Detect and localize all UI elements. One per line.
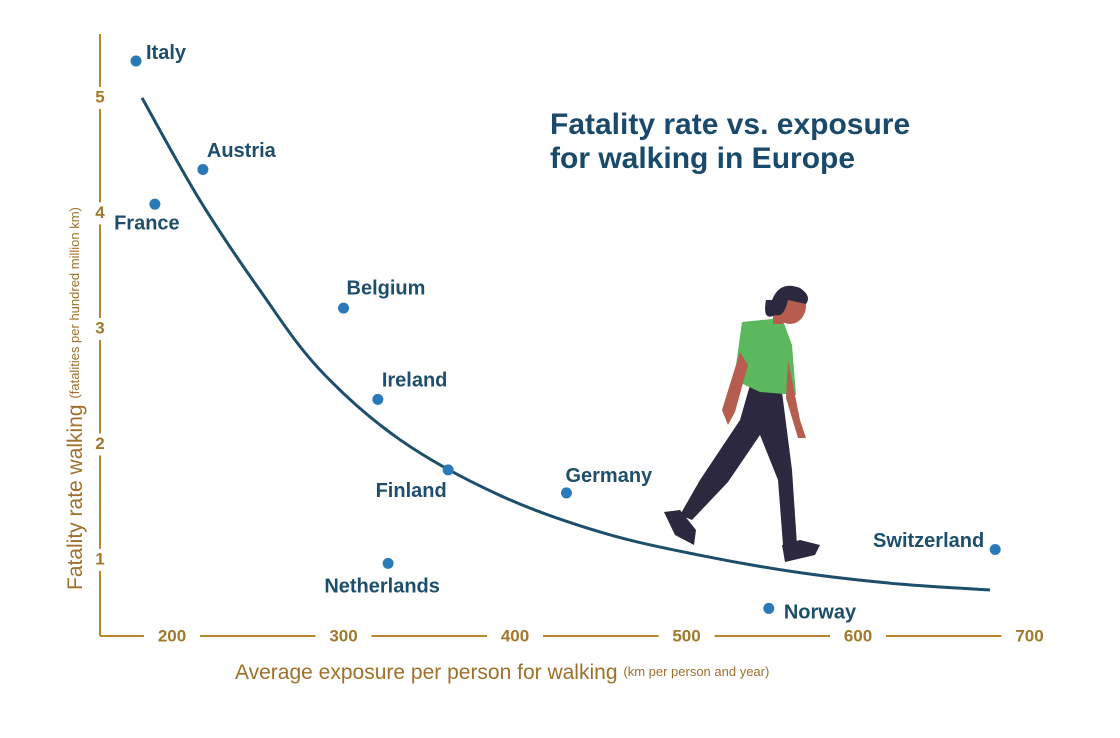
x-axis-note: (km per person and year) — [623, 664, 769, 679]
data-point — [130, 55, 142, 67]
x-tick-mark — [830, 626, 887, 646]
y-tick-label: 1 — [95, 549, 104, 568]
point-label: Germany — [565, 465, 653, 487]
x-tick-label: 700 — [1015, 626, 1043, 645]
point-label: Netherlands — [324, 576, 440, 598]
point-label: Austria — [207, 140, 277, 162]
data-point — [338, 302, 350, 314]
point-label: Norway — [784, 602, 857, 624]
data-point — [372, 393, 384, 405]
data-point — [197, 164, 209, 176]
point-label: Finland — [376, 480, 447, 502]
y-axis-note: (fatalities per hundred million km) — [67, 207, 82, 398]
x-tick-label: 500 — [672, 626, 700, 645]
y-tick-mark — [92, 317, 108, 340]
x-tick-mark — [144, 626, 201, 646]
x-tick-mark — [487, 626, 544, 646]
x-axis-title: Average exposure per person for walking — [235, 661, 618, 684]
point-label: Ireland — [382, 370, 448, 392]
y-tick-label: 5 — [95, 87, 104, 106]
y-axis-label: Fatality rate walking (fatalities per hu… — [64, 207, 87, 590]
chart-title-line: for walking in Europe — [550, 142, 855, 175]
point-label: France — [114, 212, 180, 234]
x-tick-label: 600 — [844, 626, 872, 645]
data-point — [763, 602, 775, 614]
data-point — [560, 487, 572, 499]
x-tick-label: 400 — [501, 626, 529, 645]
x-tick-mark — [1001, 626, 1058, 646]
point-label: Italy — [146, 42, 187, 64]
chart-title-line: Fatality rate vs. exposure — [550, 108, 910, 141]
y-tick-label: 2 — [95, 434, 104, 453]
data-point — [149, 198, 161, 210]
data-point — [382, 557, 394, 569]
y-tick-mark — [92, 202, 108, 225]
y-tick-label: 3 — [95, 318, 104, 337]
point-label: Switzerland — [873, 530, 984, 552]
trend-curve — [140, 97, 991, 592]
point-label: Belgium — [347, 277, 426, 299]
x-tick-mark — [315, 626, 372, 646]
walking-woman-illustration — [664, 285, 820, 562]
y-tick-mark — [92, 433, 108, 456]
x-tick-mark — [658, 626, 715, 646]
data-point — [989, 544, 1001, 556]
x-axis-label: Average exposure per person for walking … — [235, 661, 769, 684]
data-point — [442, 464, 454, 476]
y-axis-title: Fatality rate walking — [64, 404, 87, 590]
x-tick-label: 300 — [329, 626, 357, 645]
y-tick-label: 4 — [95, 203, 105, 222]
x-tick-label: 200 — [158, 626, 186, 645]
y-tick-mark — [92, 548, 108, 571]
y-tick-mark — [92, 86, 108, 109]
